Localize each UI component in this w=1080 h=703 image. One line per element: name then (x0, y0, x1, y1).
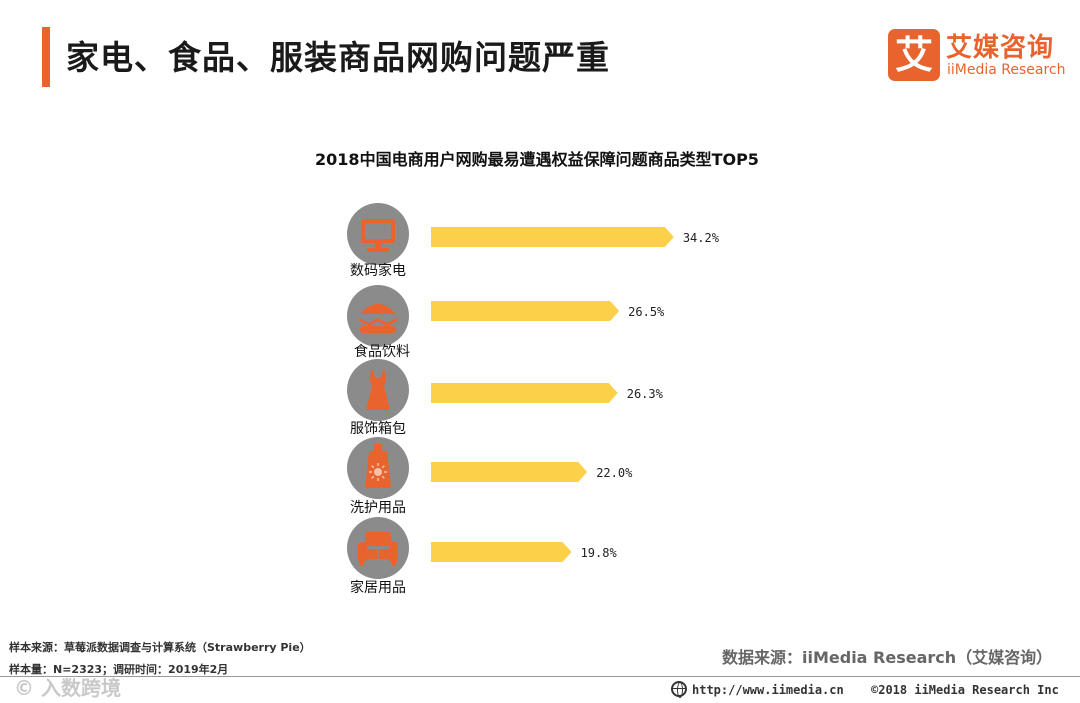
title-accent-bar (42, 27, 50, 87)
bar-1 (431, 227, 674, 247)
data-source: 数据来源：iiMedia Research（艾媒咨询） (722, 648, 1053, 667)
value-label-4: 22.0% (596, 466, 633, 480)
bar-2 (431, 301, 620, 321)
category-label-2: 食品饮料 (354, 343, 410, 360)
value-label-5: 19.8% (581, 546, 618, 560)
monitor-icon (361, 219, 395, 252)
bar-4 (431, 462, 588, 482)
website-link[interactable]: http://www.iimedia.cn (692, 683, 844, 697)
globe-icon (671, 681, 687, 698)
lotion-bottle-icon (365, 444, 391, 488)
sample-size-note: 样本量：N=2323；调研时间：2019年2月 (9, 663, 229, 676)
logo-name-cn: 艾媒咨询 (946, 33, 1055, 63)
category-label-1: 数码家电 (350, 262, 406, 279)
category-label-5: 家居用品 (350, 579, 406, 596)
icon-circle-5 (347, 517, 409, 579)
category-label-3: 服饰箱包 (350, 421, 406, 437)
watermark: © 入数跨境 (14, 676, 121, 700)
iimedia-logo: 艾 艾媒咨询 iiMedia Research (888, 29, 1068, 85)
copyright: ©2018 iiMedia Research Inc (871, 683, 1059, 697)
bar-5 (431, 542, 572, 562)
value-label-3: 26.3% (627, 387, 664, 401)
sample-source-note: 样本来源：草莓派数据调查与计算系统（Strawberry Pie） (9, 641, 311, 654)
footer-divider (0, 676, 1080, 677)
logo-mark: 艾 (888, 29, 940, 81)
chart-title: 2018中国电商用户网购最易遭遇权益保障问题商品类型TOP5 (315, 150, 759, 169)
logo-name-en: iiMedia Research (947, 62, 1066, 78)
category-label-4: 洗护用品 (350, 500, 406, 516)
page-title: 家电、食品、服装商品网购问题严重 (66, 38, 610, 77)
sofa-icon (358, 532, 398, 566)
value-label-1: 34.2% (683, 231, 720, 245)
bar-3 (431, 383, 618, 403)
burger-icon (359, 304, 397, 333)
icon-circle-2 (347, 285, 409, 347)
value-label-2: 26.5% (628, 305, 665, 319)
dress-icon (366, 370, 390, 410)
